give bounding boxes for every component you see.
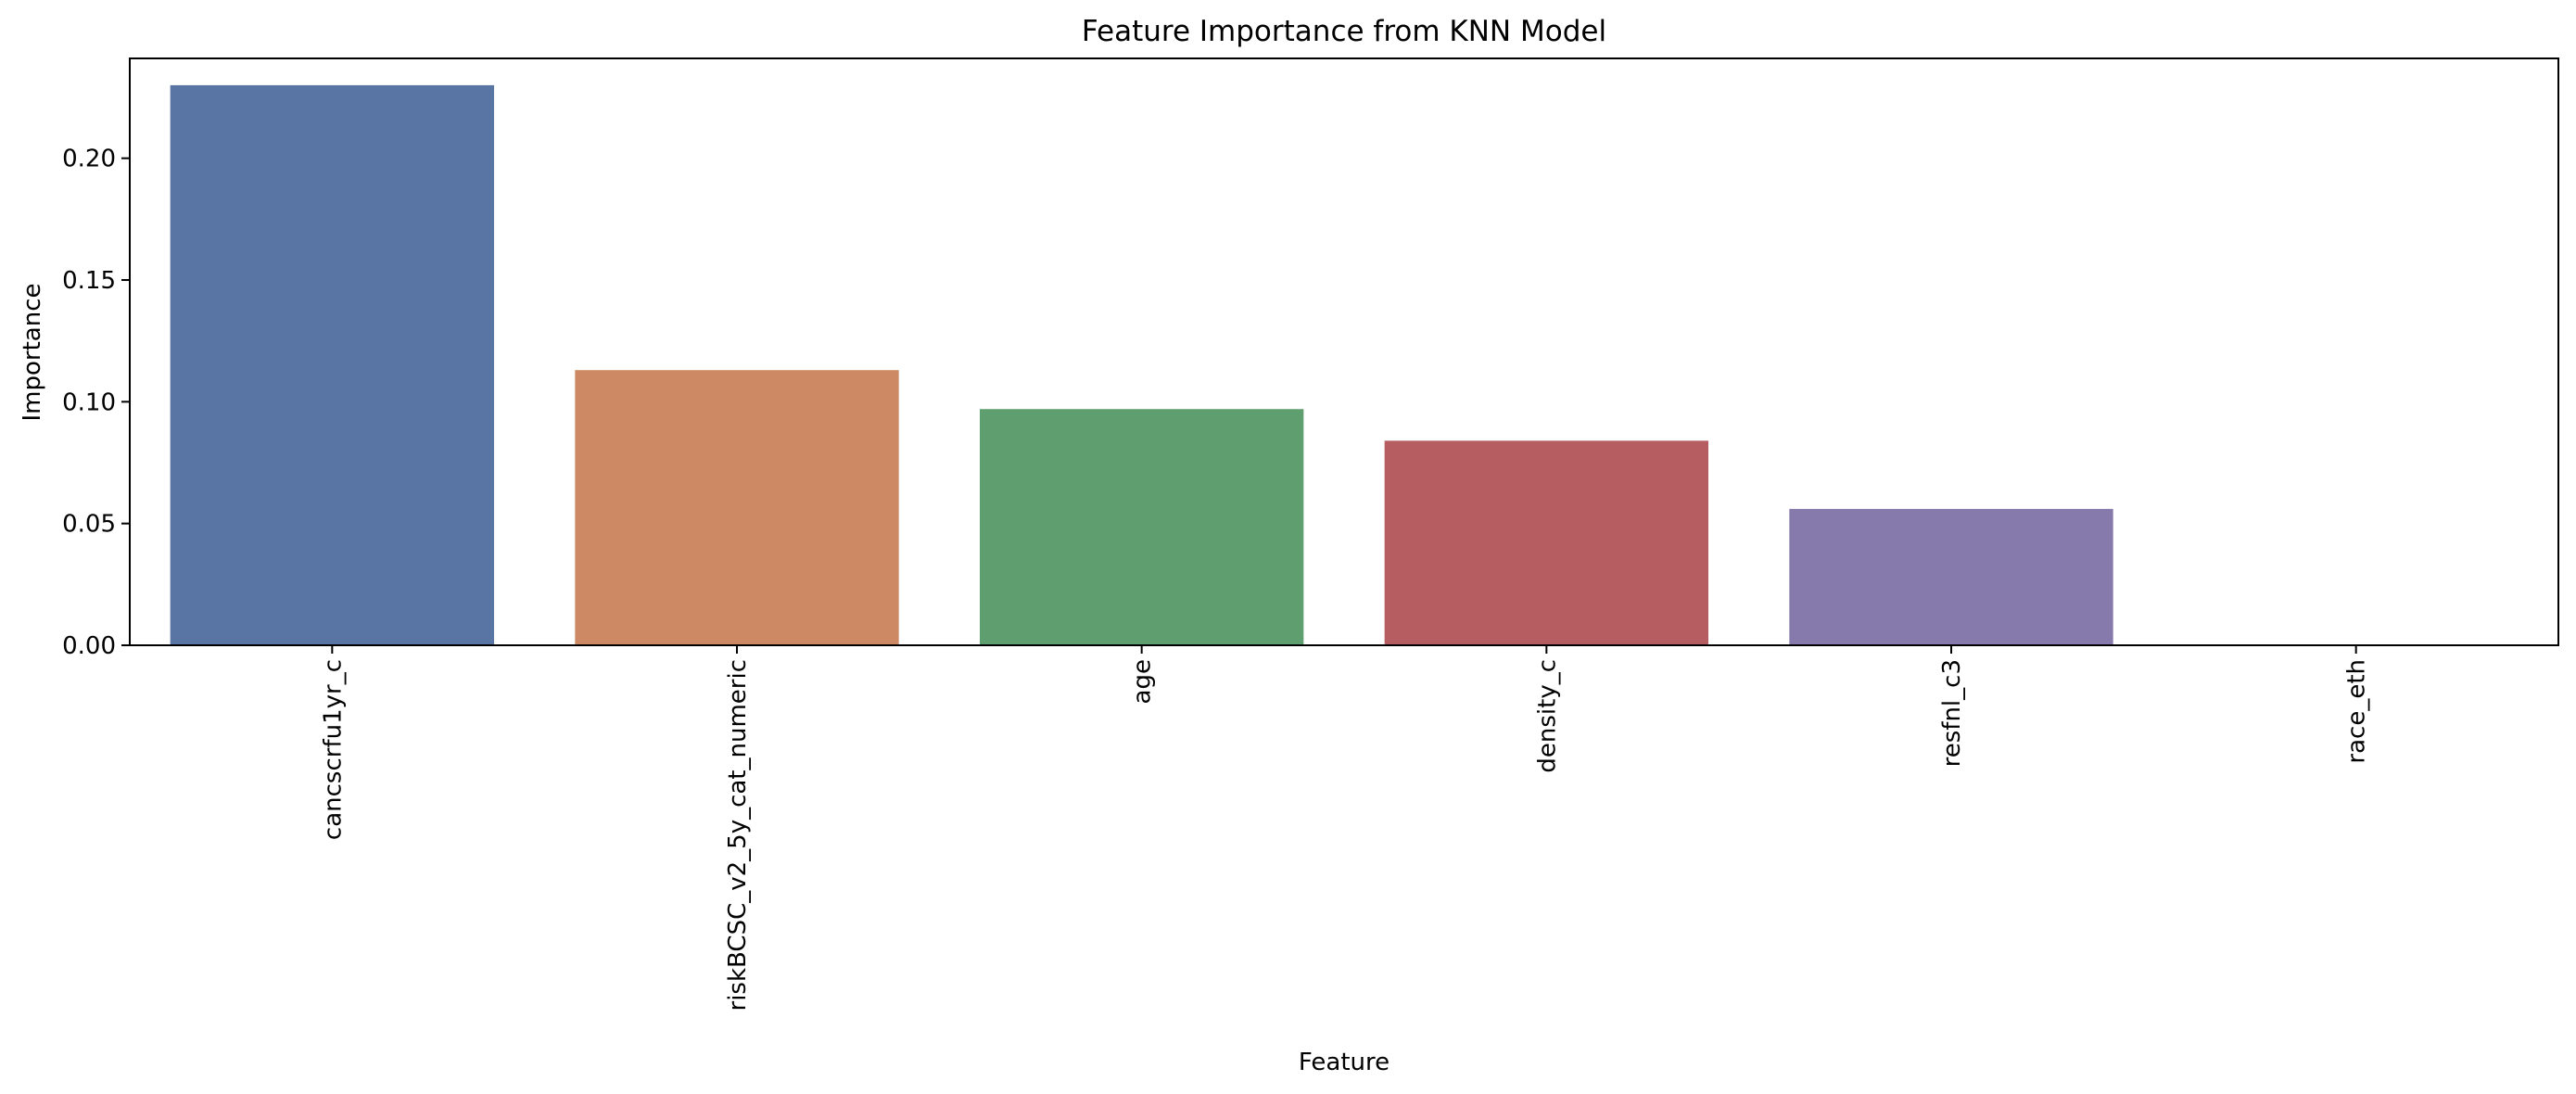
bar-resfnl_c3 <box>1789 508 2113 645</box>
bars-group <box>170 84 2113 646</box>
x-tick-label: race_eth <box>2343 659 2371 764</box>
y-axis-label: Importance <box>19 284 46 422</box>
bar-age <box>980 409 1304 645</box>
x-axis-ticks: cancscrfu1yr_c riskBCSC_v2_5y_cat_numeric… <box>319 645 2371 1011</box>
y-tick-label: 0.10 <box>62 388 116 416</box>
chart-title: Feature Importance from KNN Model <box>1082 15 1606 48</box>
bar-riskBCSC_v2_5y_cat_numeric <box>575 370 899 645</box>
y-tick-label: 0.00 <box>62 632 116 660</box>
y-tick-label: 0.05 <box>62 511 116 539</box>
y-tick-label: 0.15 <box>62 267 116 295</box>
x-tick-label: age <box>1129 659 1157 704</box>
bar-density_c <box>1384 440 1708 645</box>
plot-frame <box>129 57 2559 646</box>
bar-cancscrfu1yr_c <box>170 84 494 646</box>
y-tick-label: 0.20 <box>62 146 116 173</box>
x-tick-label: cancscrfu1yr_c <box>319 659 347 840</box>
x-tick-label: density_c <box>1533 659 1561 773</box>
x-axis-label: Feature <box>1299 1049 1390 1076</box>
y-axis-ticks: 0.00 0.05 0.10 0.15 0.20 <box>62 146 130 660</box>
x-tick-label: riskBCSC_v2_5y_cat_numeric <box>724 659 752 1011</box>
x-tick-label: resfnl_c3 <box>1938 659 1966 767</box>
